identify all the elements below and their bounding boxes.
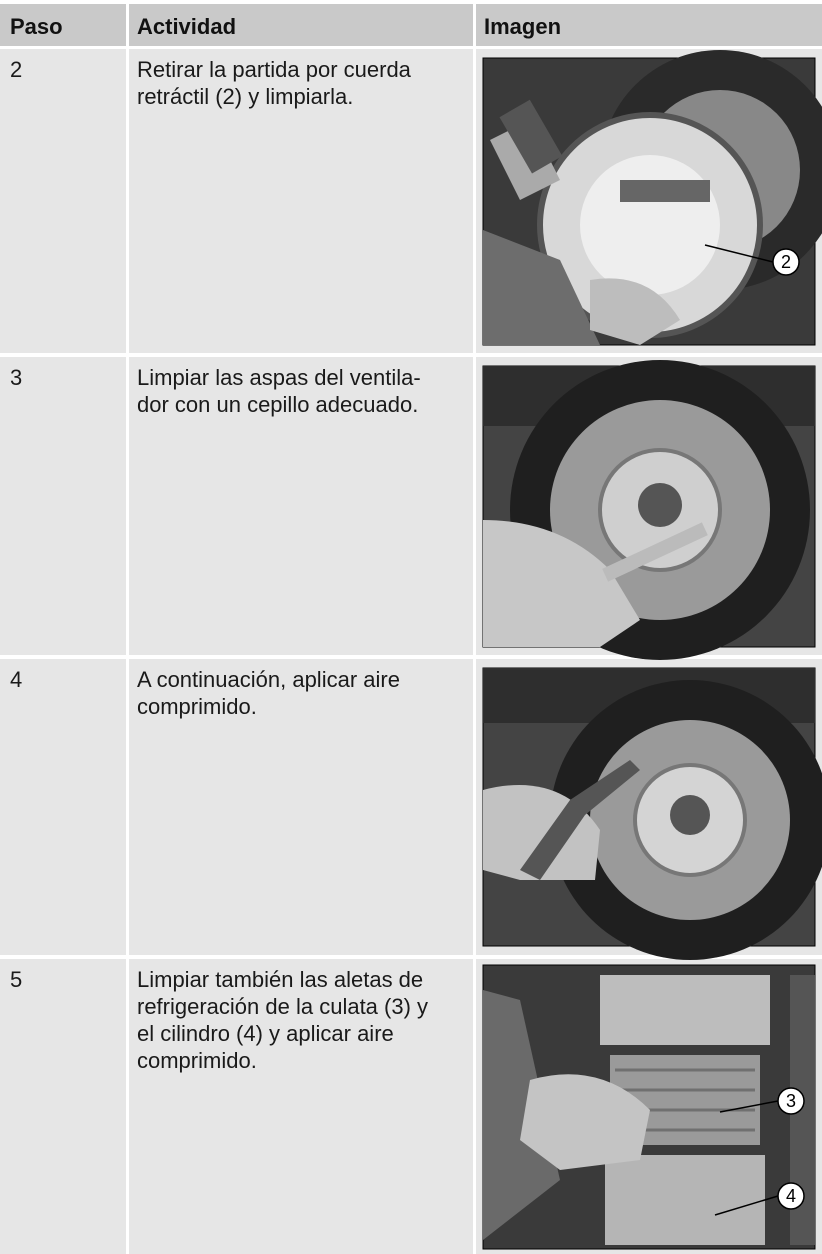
photo-starter: 2: [482, 50, 822, 346]
header-cell: [0, 4, 126, 46]
header-text: Actividad: [137, 14, 236, 39]
photo-cylinder: 3 4: [482, 964, 816, 1250]
activity-text: A continuación, aplicar aire: [137, 667, 400, 692]
step-number: 5: [10, 967, 22, 992]
activity-text: el cilindro (4) y aplicar aire: [137, 1021, 394, 1046]
callout-label: 3: [786, 1091, 796, 1111]
photo-fan-brush: [482, 360, 816, 660]
activity-text: refrigeración de la culata (3) y: [137, 994, 428, 1019]
activity-text: dor con un cepillo adecuado.: [137, 392, 418, 417]
activity-text: comprimido.: [137, 694, 257, 719]
step-number: 3: [10, 365, 22, 390]
table-cell: [0, 659, 126, 955]
table-cell: [129, 959, 473, 1254]
header-text: Imagen: [484, 14, 561, 39]
activity-text: Retirar la partida por cuerda: [137, 57, 412, 82]
header-text: Paso: [10, 14, 63, 39]
activity-text: retráctil (2) y limpiarla.: [137, 84, 353, 109]
callout-label: 4: [786, 1186, 796, 1206]
table-cell: [129, 357, 473, 655]
activity-text: comprimido.: [137, 1048, 257, 1073]
activity-text: Limpiar también las aletas de: [137, 967, 423, 992]
table-cell: [129, 659, 473, 955]
header-cell: [129, 4, 473, 46]
table-cell: [129, 49, 473, 353]
table-cell: [0, 357, 126, 655]
table-cell: [0, 49, 126, 353]
step-number: 2: [10, 57, 22, 82]
photo-fan-air: [482, 667, 822, 960]
step-number: 4: [10, 667, 22, 692]
table-cell: [0, 959, 126, 1254]
activity-text: Limpiar las aspas del ventila-: [137, 365, 421, 390]
callout-label: 2: [781, 252, 791, 272]
header-cell: [476, 4, 822, 46]
